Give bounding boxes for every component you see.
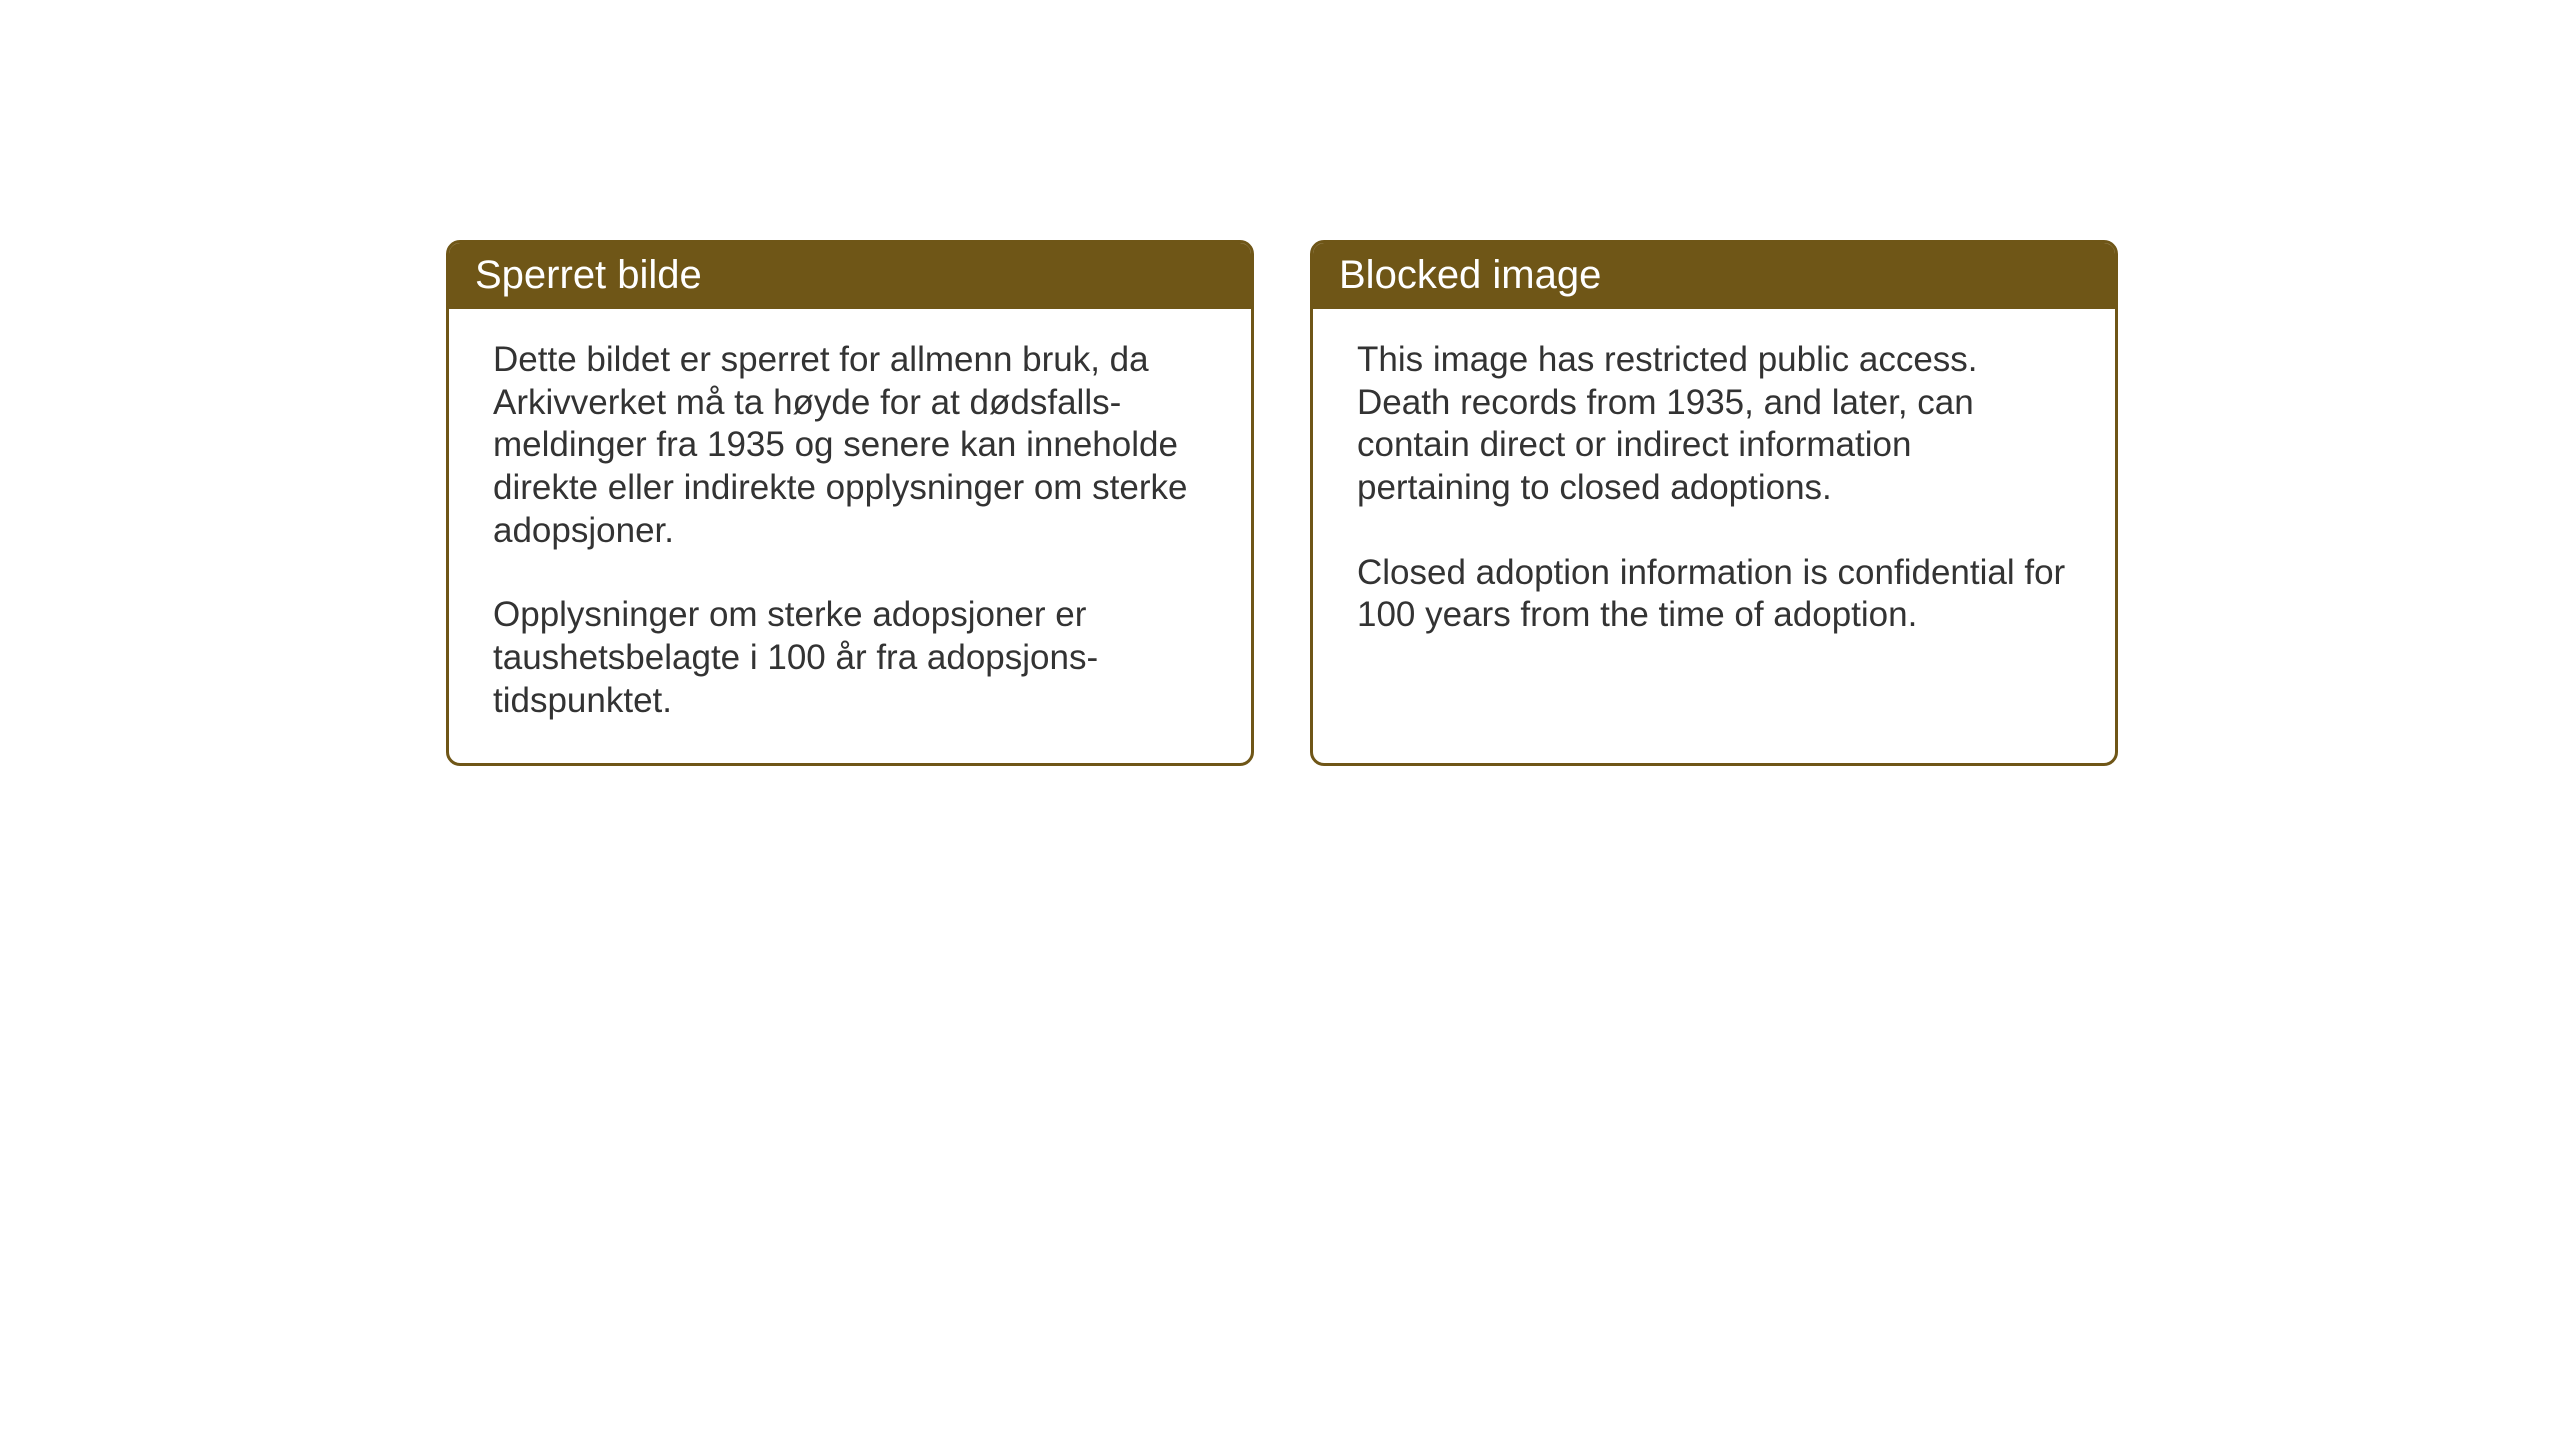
- paragraph-text: Opplysninger om sterke adopsjoner er tau…: [493, 594, 1207, 722]
- notice-card-english: Blocked image This image has restricted …: [1310, 240, 2118, 766]
- card-body-norwegian: Dette bildet er sperret for allmenn bruk…: [449, 309, 1251, 763]
- card-header-english: Blocked image: [1313, 243, 2115, 309]
- paragraph-text: Dette bildet er sperret for allmenn bruk…: [493, 339, 1207, 552]
- card-header-norwegian: Sperret bilde: [449, 243, 1251, 309]
- paragraph-text: Closed adoption information is confident…: [1357, 552, 2071, 637]
- card-body-english: This image has restricted public access.…: [1313, 309, 2115, 677]
- paragraph-text: This image has restricted public access.…: [1357, 339, 2071, 510]
- notice-card-norwegian: Sperret bilde Dette bildet er sperret fo…: [446, 240, 1254, 766]
- notice-container: Sperret bilde Dette bildet er sperret fo…: [446, 240, 2118, 766]
